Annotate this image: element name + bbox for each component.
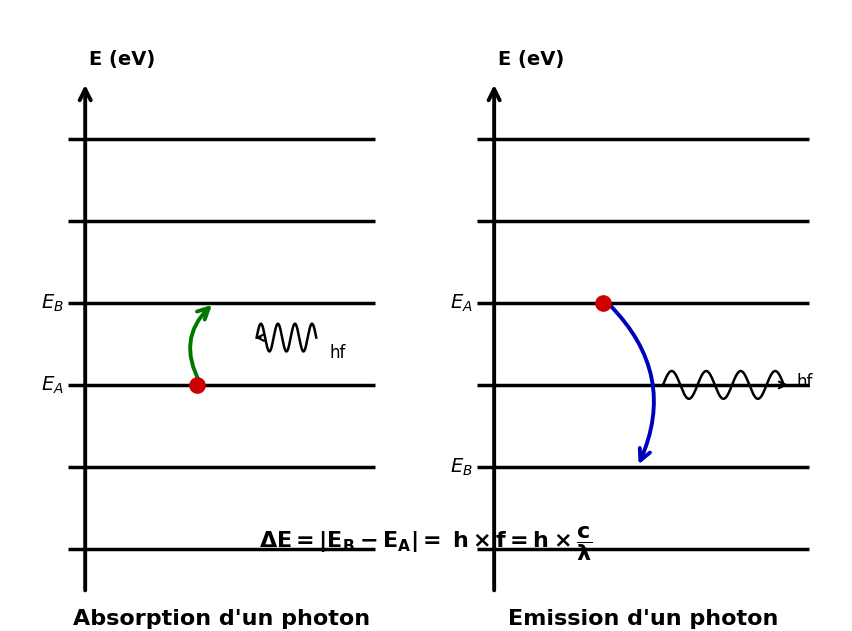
Text: E (eV): E (eV): [498, 50, 565, 69]
Text: $E_A$: $E_A$: [450, 292, 473, 314]
Text: $E_B$: $E_B$: [41, 292, 64, 314]
Text: hf: hf: [797, 373, 813, 391]
Text: Absorption d'un photon: Absorption d'un photon: [73, 609, 370, 629]
Text: Emission d'un photon: Emission d'un photon: [508, 609, 779, 629]
Text: $\mathbf{\Delta E = |E_B - E_A| = \ h \times f = h \times \dfrac{c}{\lambda}}$: $\mathbf{\Delta E = |E_B - E_A| = \ h \t…: [259, 524, 593, 563]
Text: hf: hf: [329, 345, 345, 362]
Text: $E_A$: $E_A$: [41, 374, 64, 396]
Text: $E_B$: $E_B$: [450, 456, 473, 478]
Text: E (eV): E (eV): [89, 50, 156, 69]
